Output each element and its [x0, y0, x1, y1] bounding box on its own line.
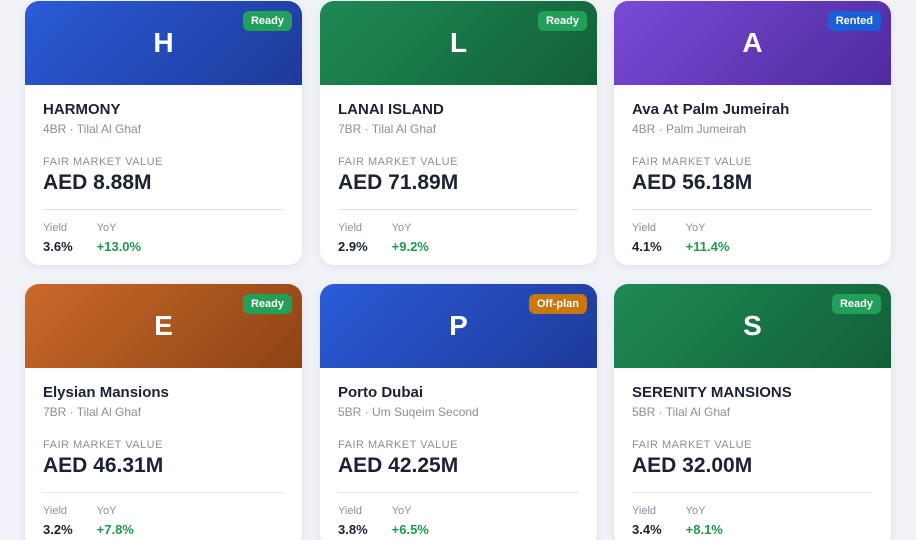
status-badge: Off-plan: [528, 294, 587, 314]
card-header: S Ready: [614, 284, 891, 368]
status-badge: Rented: [827, 11, 881, 31]
card-header: H Ready: [25, 1, 302, 85]
yoy-value: +7.8%: [96, 522, 134, 537]
market-value: AED 71.89M: [338, 171, 459, 194]
yoy-value: +8.1%: [685, 522, 723, 537]
yield-label: Yield: [43, 505, 68, 517]
property-name: HARMONY: [43, 101, 121, 118]
stats: Yield 3.6% YoY +13.0%: [43, 222, 284, 254]
yield-stat: Yield 3.2%: [43, 505, 73, 537]
yoy-stat: YoY +7.8%: [97, 505, 134, 537]
yoy-value: +13.0%: [96, 239, 142, 254]
stats: Yield 3.4% YoY +8.1%: [632, 505, 873, 537]
yield-value: 3.8%: [338, 522, 368, 537]
yoy-stat: YoY +9.2%: [392, 222, 429, 254]
property-details: 7BR · Tilal Al Ghaf: [43, 405, 142, 419]
property-name: SERENITY MANSIONS: [632, 384, 792, 401]
property-details: 5BR · Tilal Al Ghaf: [632, 405, 731, 419]
market-value: AED 46.31M: [43, 454, 164, 477]
card-body: Ava At Palm Jumeirah 4BR · Palm Jumeirah F…: [614, 85, 891, 265]
yield-stat: Yield 3.6%: [43, 222, 73, 254]
yoy-label: YoY: [391, 505, 412, 517]
card-body: Porto Dubai 5BR · Um Suqeim Second FAIR MA…: [320, 368, 597, 540]
yield-value: 4.1%: [632, 239, 662, 254]
card-header: E Ready: [25, 284, 302, 368]
card-header: L Ready: [320, 1, 597, 85]
property-name: Elysian Mansions: [43, 384, 169, 401]
yield-stat: Yield 4.1%: [632, 222, 662, 254]
property-card[interactable]: H Ready HARMONY 4BR · Tilal Al Ghaf FAIR MAR…: [25, 1, 302, 265]
property-details: 4BR · Palm Jumeirah: [632, 122, 747, 136]
property-card[interactable]: E Ready Elysian Mansions 7BR · Tilal Al Gha…: [25, 284, 302, 540]
stats: Yield 3.8% YoY +6.5%: [338, 505, 579, 537]
value-label: FAIR MARKET VALUE: [43, 439, 163, 451]
card-body: SERENITY MANSIONS 5BR · Tilal Al Ghaf FAIR…: [614, 368, 891, 540]
value-label: FAIR MARKET VALUE: [632, 156, 752, 168]
property-card[interactable]: L Ready LANAI ISLAND 7BR · Tilal Al Ghaf FAI…: [320, 1, 597, 265]
property-card[interactable]: A Rented Ava At Palm Jumeirah 4BR · Palm Ju…: [614, 1, 891, 265]
card-header: A Rented: [614, 1, 891, 85]
divider: [338, 209, 579, 210]
yield-label: Yield: [43, 222, 68, 234]
divider: [632, 492, 873, 493]
card-body: Elysian Mansions 7BR · Tilal Al Ghaf FAIR …: [25, 368, 302, 540]
yoy-label: YoY: [685, 222, 706, 234]
yield-value: 3.4%: [632, 522, 662, 537]
yoy-label: YoY: [96, 222, 117, 234]
stats: Yield 4.1% YoY +11.4%: [632, 222, 873, 254]
value-label: FAIR MARKET VALUE: [338, 439, 458, 451]
yield-label: Yield: [338, 222, 363, 234]
yoy-value: +9.2%: [391, 239, 429, 254]
divider: [632, 209, 873, 210]
card-body: HARMONY 4BR · Tilal Al Ghaf FAIR MARKET VA…: [25, 85, 302, 265]
yield-stat: Yield 2.9%: [338, 222, 368, 254]
stats: Yield 3.2% YoY +7.8%: [43, 505, 284, 537]
property-card[interactable]: S Ready SERENITY MANSIONS 5BR · Tilal Al Gh…: [614, 284, 891, 540]
yield-stat: Yield 3.4%: [632, 505, 662, 537]
divider: [43, 492, 284, 493]
property-details: 4BR · Tilal Al Ghaf: [43, 122, 142, 136]
stats: Yield 2.9% YoY +9.2%: [338, 222, 579, 254]
yoy-value: +6.5%: [391, 522, 429, 537]
status-badge: Ready: [242, 11, 292, 31]
card-body: LANAI ISLAND 7BR · Tilal Al Ghaf FAIR MARK…: [320, 85, 597, 265]
yield-stat: Yield 3.8%: [338, 505, 368, 537]
yoy-label: YoY: [391, 222, 412, 234]
property-name: LANAI ISLAND: [338, 101, 444, 118]
card-header: P Off-plan: [320, 284, 597, 368]
yield-label: Yield: [338, 505, 363, 517]
status-badge: Ready: [242, 294, 292, 314]
yield-label: Yield: [632, 222, 657, 234]
property-details: 7BR · Tilal Al Ghaf: [338, 122, 437, 136]
status-badge: Ready: [831, 294, 881, 314]
market-value: AED 42.25M: [338, 454, 459, 477]
property-card[interactable]: P Off-plan Porto Dubai 5BR · Um Suqeim Seco…: [320, 284, 597, 540]
market-value: AED 56.18M: [632, 171, 753, 194]
yield-label: Yield: [632, 505, 657, 517]
value-label: FAIR MARKET VALUE: [338, 156, 458, 168]
yoy-stat: YoY +8.1%: [686, 505, 723, 537]
yoy-stat: YoY +11.4%: [686, 222, 730, 254]
yoy-stat: YoY +6.5%: [392, 505, 429, 537]
yield-value: 3.6%: [43, 239, 73, 254]
yield-value: 3.2%: [43, 522, 73, 537]
divider: [338, 492, 579, 493]
yoy-label: YoY: [685, 505, 706, 517]
property-details: 5BR · Um Suqeim Second: [338, 405, 479, 419]
yoy-value: +11.4%: [685, 239, 730, 254]
value-label: FAIR MARKET VALUE: [632, 439, 752, 451]
property-name: Porto Dubai: [338, 384, 423, 401]
divider: [43, 209, 284, 210]
yield-value: 2.9%: [338, 239, 368, 254]
market-value: AED 32.00M: [632, 454, 753, 477]
value-label: FAIR MARKET VALUE: [43, 156, 163, 168]
yoy-label: YoY: [96, 505, 117, 517]
market-value: AED 8.88M: [43, 171, 152, 194]
status-badge: Ready: [537, 11, 587, 31]
property-name: Ava At Palm Jumeirah: [632, 101, 790, 118]
yoy-stat: YoY +13.0%: [97, 222, 141, 254]
